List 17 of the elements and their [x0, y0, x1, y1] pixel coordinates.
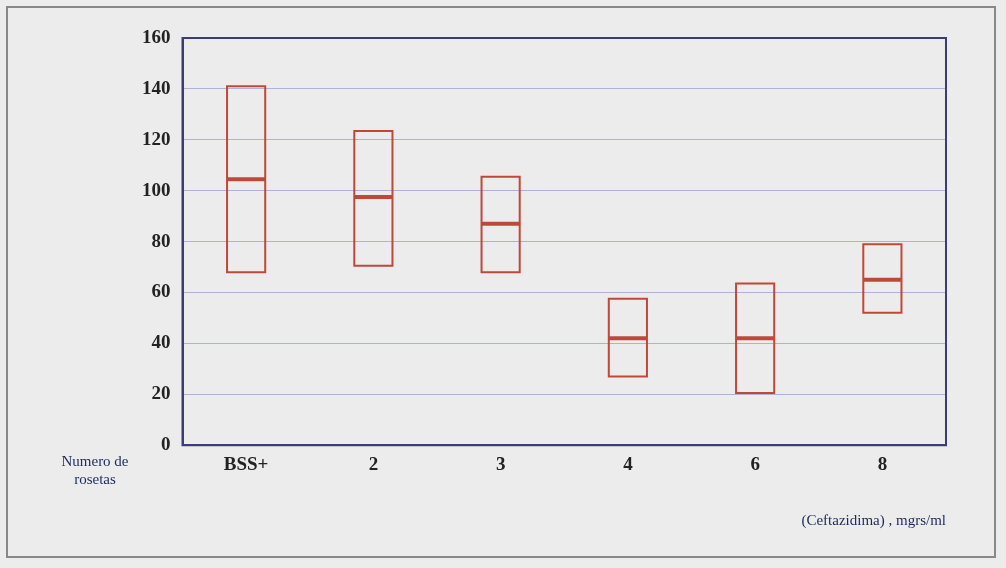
y-tick-label: 120	[142, 127, 171, 149]
y-tick-label: 140	[142, 76, 171, 98]
x-tick-label: 8	[877, 452, 888, 474]
x-axis-title: (Ceftazidima) , mgrs/ml	[801, 512, 946, 529]
x-tick-label: 3	[495, 452, 506, 474]
x-tick-label: BSS+	[223, 452, 269, 474]
y-tick-label: 100	[142, 178, 171, 200]
y-tick-label: 0	[161, 433, 171, 455]
y-tick-label: 40	[151, 331, 171, 353]
x-tick-label: 4	[623, 452, 634, 474]
y-tick-label: 20	[151, 382, 171, 404]
y-axis-title: Numero de rosetas	[60, 452, 130, 488]
y-tick-label: 160	[142, 25, 171, 47]
y-tick-label: 60	[151, 280, 171, 302]
y-tick-label: 80	[151, 229, 171, 251]
x-tick-label: 6	[750, 452, 760, 474]
x-tick-label: 2	[368, 452, 379, 474]
